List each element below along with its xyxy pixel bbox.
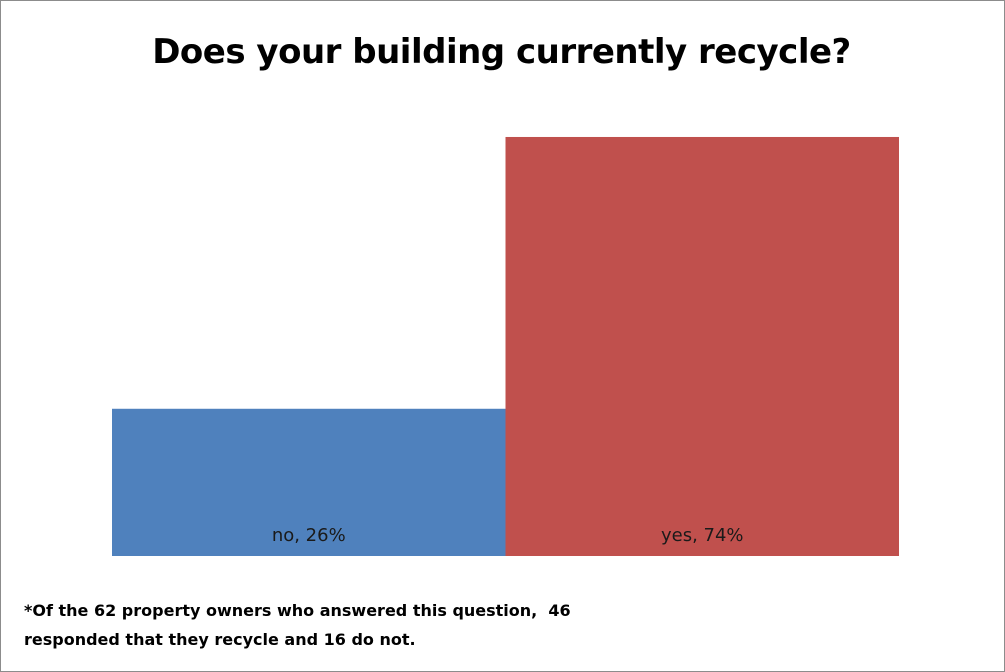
bar-no: [112, 408, 506, 556]
data-label-no: no, 26%: [272, 525, 346, 546]
footnote-line-1: *Of the 62 property owners who answered …: [24, 601, 571, 620]
bar-yes: [505, 136, 899, 556]
footnote-line-2: responded that they recycle and 16 do no…: [24, 630, 416, 649]
data-label-yes: yes, 74%: [661, 525, 744, 546]
footnote: *Of the 62 property owners who answered …: [24, 596, 744, 654]
chart-title: Does your building currently recycle?: [152, 32, 851, 72]
